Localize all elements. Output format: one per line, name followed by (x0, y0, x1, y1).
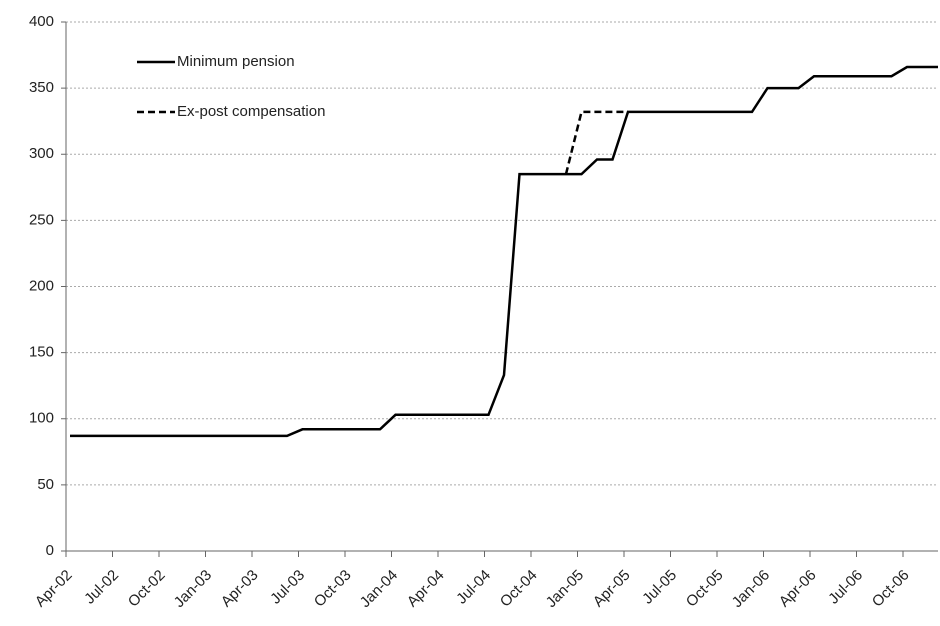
x-tick-label: Apr-04 (404, 567, 448, 611)
legend-label: Ex-post compensation (177, 103, 325, 120)
y-tick-label: 350 (29, 79, 54, 96)
x-tick-label: Oct-02 (125, 567, 169, 611)
y-tick-label: 200 (29, 277, 54, 294)
y-tick-label: 300 (29, 145, 54, 162)
x-tick-label: Jul-03 (267, 567, 308, 608)
x-tick-label: Jan-06 (729, 567, 773, 611)
y-tick-label: 50 (37, 476, 54, 493)
x-tick-label: Oct-06 (869, 567, 913, 611)
x-tick-label: Apr-03 (218, 567, 262, 611)
y-tick-label: 0 (46, 542, 54, 559)
x-tick-label: Jul-02 (81, 567, 122, 608)
y-tick-label: 250 (29, 211, 54, 228)
x-tick-label: Jan-03 (171, 567, 215, 611)
x-tick-label: Jul-06 (825, 567, 866, 608)
x-tick-label: Apr-05 (590, 567, 634, 611)
y-tick-label: 400 (29, 13, 54, 30)
y-tick-label: 150 (29, 344, 54, 361)
series-line (70, 65, 938, 438)
series-line (564, 110, 628, 175)
x-tick-label: Apr-02 (32, 567, 76, 611)
x-tick-label: Jul-04 (453, 567, 494, 608)
x-tick-label: Apr-06 (776, 567, 820, 611)
legend-label: Minimum pension (177, 53, 295, 70)
x-tick-label: Oct-04 (497, 567, 541, 611)
x-tick-label: Jan-04 (357, 567, 401, 611)
x-tick-label: Oct-03 (311, 567, 355, 611)
y-tick-label: 100 (29, 410, 54, 427)
x-tick-label: Jul-05 (639, 567, 680, 608)
x-tick-label: Oct-05 (683, 567, 727, 611)
x-tick-label: Jan-05 (543, 567, 587, 611)
